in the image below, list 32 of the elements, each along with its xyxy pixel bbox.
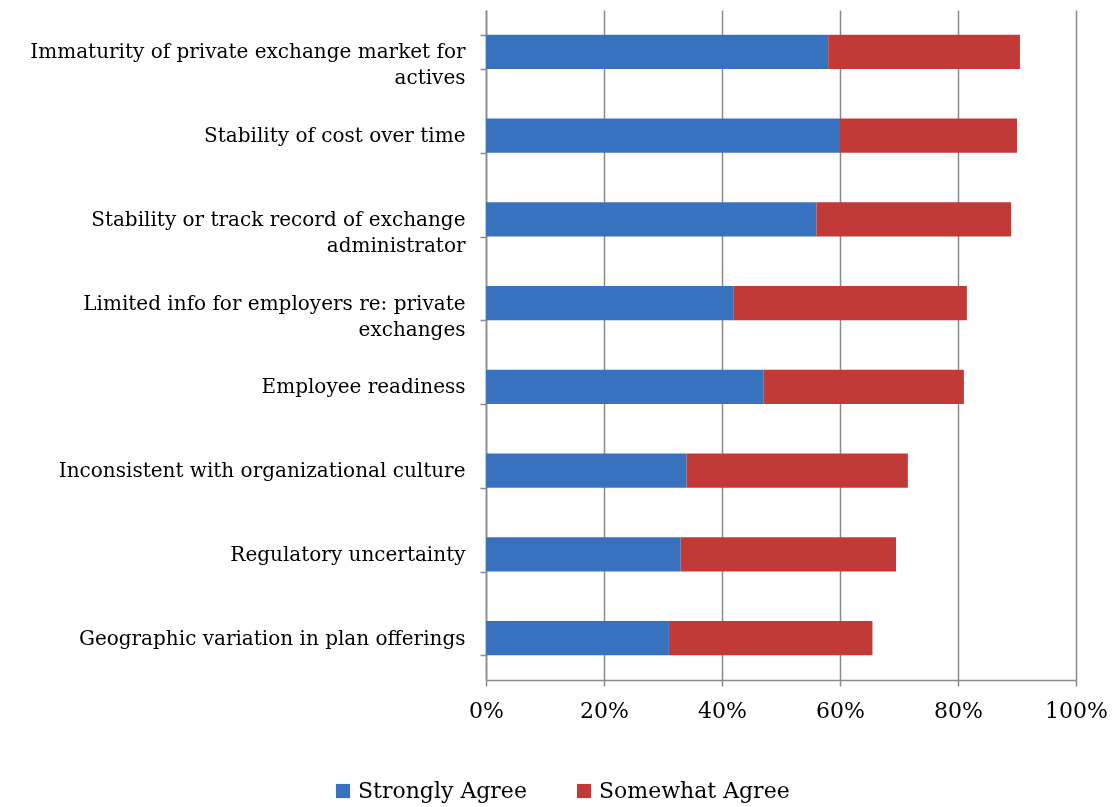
y-tick-label: Immaturity of private exchange market for actives: [30, 39, 466, 90]
bar: [840, 118, 1017, 153]
bar: [763, 369, 964, 405]
y-tick-label: Stability or track record of exchange administrator: [91, 206, 466, 257]
bar: [486, 34, 829, 70]
bar: [486, 285, 734, 321]
bar: [486, 118, 840, 153]
bar: [828, 34, 1020, 70]
x-tick-label: 40%: [698, 697, 747, 723]
bar: [733, 285, 967, 321]
y-tick-label: Regulatory uncertainty: [230, 541, 467, 566]
bar: [486, 453, 687, 488]
x-tick-label: 100%: [1045, 697, 1108, 723]
legend-label: Strongly Agree: [358, 778, 527, 803]
y-tick-label: Limited info for employers re: private exchanges: [83, 290, 466, 341]
x-tick-label: 80%: [934, 697, 983, 723]
y-tick-label: Inconsistent with organizational culture: [58, 458, 466, 483]
bar: [680, 537, 897, 572]
x-tick-label: 0%: [469, 697, 504, 723]
y-tick-label: Geographic variation in plan offerings: [78, 625, 466, 650]
bar: [486, 537, 681, 572]
bar: [668, 620, 873, 656]
bar: [486, 620, 669, 656]
y-tick-label: Employee readiness: [261, 374, 466, 399]
bar: [816, 202, 1012, 237]
legend-label: Somewhat Agree: [599, 778, 790, 803]
x-tick-label: 60%: [816, 697, 865, 723]
bar: [686, 453, 908, 488]
bar: [486, 369, 764, 405]
y-tick-label: Stability of cost over time: [204, 123, 466, 148]
bar: [486, 202, 817, 237]
x-tick-label: 20%: [580, 697, 629, 723]
